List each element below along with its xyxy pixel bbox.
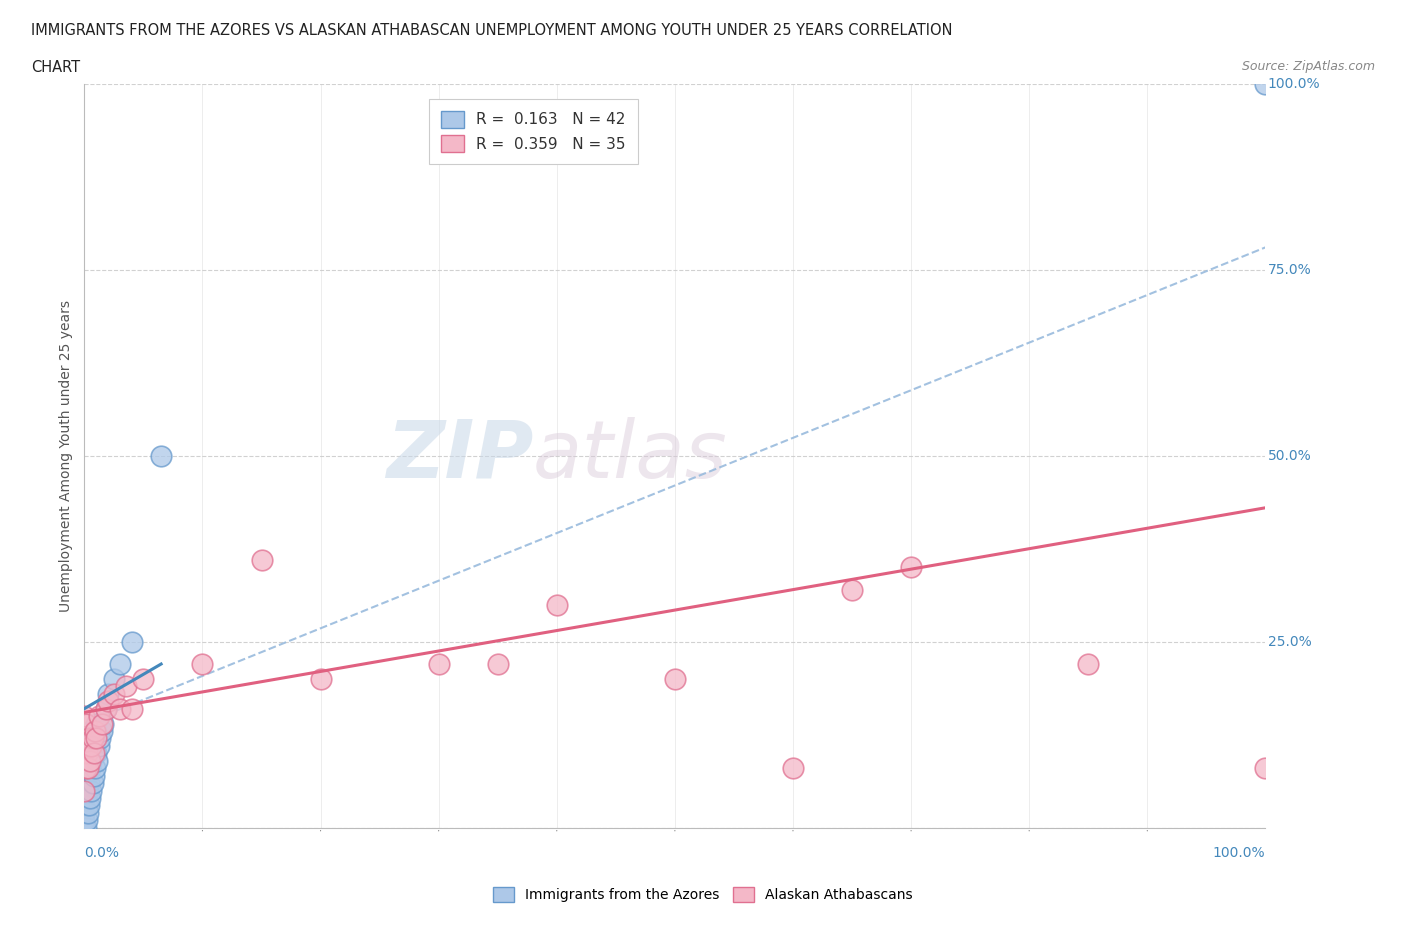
Point <box>132 671 155 686</box>
Text: 50.0%: 50.0% <box>1268 448 1312 463</box>
Point <box>546 597 568 612</box>
Point <box>1254 761 1277 776</box>
Point <box>108 657 131 671</box>
Point <box>73 783 96 798</box>
Point <box>73 790 96 805</box>
Y-axis label: Unemployment Among Youth under 25 years: Unemployment Among Youth under 25 years <box>59 299 73 612</box>
Point <box>73 813 96 828</box>
Point <box>79 753 101 768</box>
Point <box>77 805 100 820</box>
Point <box>83 746 105 761</box>
Point <box>75 716 97 731</box>
Text: 25.0%: 25.0% <box>1268 634 1312 649</box>
Point <box>89 731 111 746</box>
Point <box>73 709 96 724</box>
Point <box>114 679 136 694</box>
Point <box>86 753 108 768</box>
Point <box>84 761 107 776</box>
Point <box>91 724 114 738</box>
Point <box>1254 76 1277 91</box>
Point <box>97 686 120 701</box>
Point <box>84 731 107 746</box>
Point <box>75 783 97 798</box>
Point <box>87 738 110 753</box>
Text: ZIP: ZIP <box>385 417 533 495</box>
Point <box>77 746 100 761</box>
Point <box>121 634 143 649</box>
Point <box>76 768 98 783</box>
Point <box>91 716 114 731</box>
Point <box>664 671 686 686</box>
Text: atlas: atlas <box>533 417 728 495</box>
Point <box>103 686 125 701</box>
Point <box>82 731 104 746</box>
Point <box>150 448 173 463</box>
Point <box>73 783 96 798</box>
Point <box>73 746 96 761</box>
Point <box>73 776 96 790</box>
Point <box>77 776 100 790</box>
Point <box>486 657 509 671</box>
Point <box>80 783 103 798</box>
Legend: R =  0.163   N = 42, R =  0.359   N = 35: R = 0.163 N = 42, R = 0.359 N = 35 <box>429 99 638 165</box>
Text: 100.0%: 100.0% <box>1268 76 1320 91</box>
Point <box>121 701 143 716</box>
Point <box>73 761 96 776</box>
Point <box>76 798 98 813</box>
Point <box>75 761 97 776</box>
Point <box>83 731 105 746</box>
Point <box>77 761 100 776</box>
Point <box>80 753 103 768</box>
Point <box>79 790 101 805</box>
Point <box>84 724 107 738</box>
Point <box>84 716 107 731</box>
Point <box>80 738 103 753</box>
Point <box>76 746 98 761</box>
Point <box>191 657 214 671</box>
Point <box>83 768 105 783</box>
Point <box>82 746 104 761</box>
Point <box>75 820 97 835</box>
Point <box>77 753 100 768</box>
Point <box>91 716 114 731</box>
Point <box>77 731 100 746</box>
Legend: Immigrants from the Azores, Alaskan Athabascans: Immigrants from the Azores, Alaskan Atha… <box>486 881 920 910</box>
Text: 75.0%: 75.0% <box>1268 262 1312 277</box>
Text: 0.0%: 0.0% <box>84 846 120 860</box>
Point <box>782 761 804 776</box>
Point <box>79 761 101 776</box>
Point <box>87 709 110 724</box>
Point <box>900 560 922 575</box>
Point <box>73 805 96 820</box>
Point <box>97 694 120 709</box>
Text: CHART: CHART <box>31 60 80 75</box>
Point <box>309 671 332 686</box>
Point <box>73 798 96 813</box>
Text: IMMIGRANTS FROM THE AZORES VS ALASKAN ATHABASCAN UNEMPLOYMENT AMONG YOUTH UNDER : IMMIGRANTS FROM THE AZORES VS ALASKAN AT… <box>31 23 952 38</box>
Point <box>1077 657 1099 671</box>
Point <box>77 783 100 798</box>
Point <box>841 582 863 597</box>
Point <box>103 671 125 686</box>
Point <box>427 657 450 671</box>
Point <box>82 776 104 790</box>
Text: 100.0%: 100.0% <box>1213 846 1265 860</box>
Point <box>76 813 98 828</box>
Point <box>250 552 273 567</box>
Point <box>94 701 117 716</box>
Point <box>108 701 131 716</box>
Text: Source: ZipAtlas.com: Source: ZipAtlas.com <box>1241 60 1375 73</box>
Point <box>73 820 96 835</box>
Point <box>77 798 100 813</box>
Point <box>94 701 117 716</box>
Point <box>84 746 107 761</box>
